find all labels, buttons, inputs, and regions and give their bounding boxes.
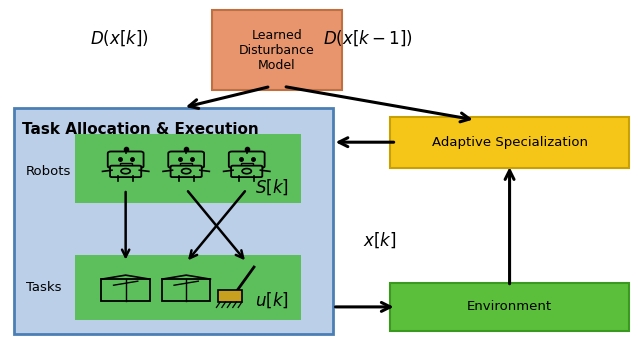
Text: $S[k]$: $S[k]$ [255,177,289,197]
Text: Adaptive Specialization: Adaptive Specialization [431,136,588,149]
FancyBboxPatch shape [390,283,629,331]
FancyBboxPatch shape [162,279,211,301]
FancyBboxPatch shape [110,166,141,177]
FancyBboxPatch shape [171,166,202,177]
FancyBboxPatch shape [101,279,150,301]
FancyBboxPatch shape [231,166,262,177]
Text: $u[k]$: $u[k]$ [255,291,289,311]
FancyBboxPatch shape [168,151,204,168]
FancyBboxPatch shape [75,255,301,320]
Text: Environment: Environment [467,300,552,313]
FancyBboxPatch shape [75,134,301,203]
Text: Tasks: Tasks [26,281,61,294]
Bar [120,163,132,166]
Text: Learned
Disturbance
Model: Learned Disturbance Model [239,29,315,72]
FancyBboxPatch shape [390,116,629,168]
FancyBboxPatch shape [108,151,143,168]
FancyBboxPatch shape [14,108,333,335]
Bar [241,163,253,166]
Text: $x[k]$: $x[k]$ [362,231,396,250]
FancyBboxPatch shape [218,14,336,86]
FancyBboxPatch shape [229,151,264,168]
Text: $D(x[k])$: $D(x[k])$ [90,29,148,48]
FancyBboxPatch shape [218,290,242,302]
Text: $D(x[k-1])$: $D(x[k-1])$ [323,29,413,48]
Text: Robots: Robots [26,165,71,178]
Text: Task Allocation & Execution: Task Allocation & Execution [22,122,259,137]
FancyBboxPatch shape [212,10,342,90]
Bar [180,163,192,166]
